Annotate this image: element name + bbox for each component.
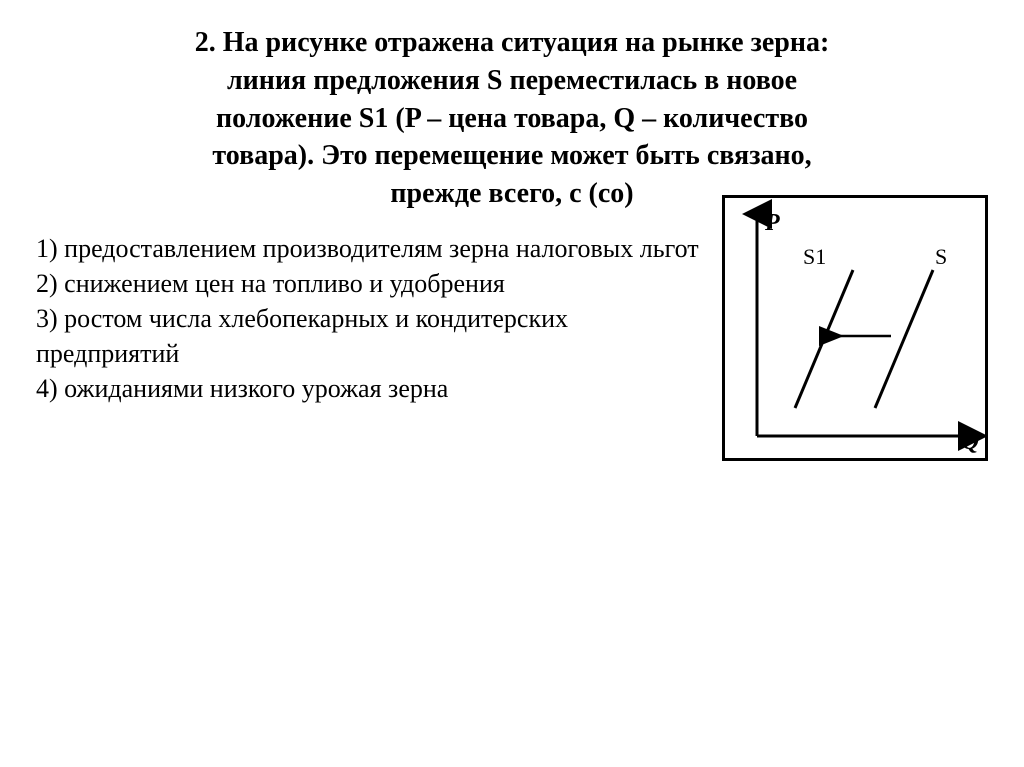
supply-line-s — [875, 270, 933, 408]
chart-box: P Q S1 S — [722, 195, 988, 461]
chart-svg — [725, 198, 985, 458]
y-axis-label: P — [765, 210, 780, 237]
question-title: 2. На рисунке отражена ситуация на рынке… — [36, 24, 988, 213]
title-line: прежде всего, с (со) — [390, 178, 633, 209]
curve-label-s1: S1 — [803, 244, 826, 270]
supply-shift-chart: P Q S1 S — [722, 195, 988, 461]
title-line: линия предложения S переместилась в ново… — [227, 65, 797, 96]
x-axis-label: Q — [962, 429, 979, 456]
title-line: положение S1 (P – цена товара, Q – колич… — [216, 103, 808, 134]
title-line: 2. На рисунке отражена ситуация на рынке… — [195, 27, 830, 58]
supply-line-s1 — [795, 270, 853, 408]
title-line: товара). Это перемещение может быть связ… — [212, 140, 811, 171]
curve-label-s: S — [935, 244, 947, 270]
